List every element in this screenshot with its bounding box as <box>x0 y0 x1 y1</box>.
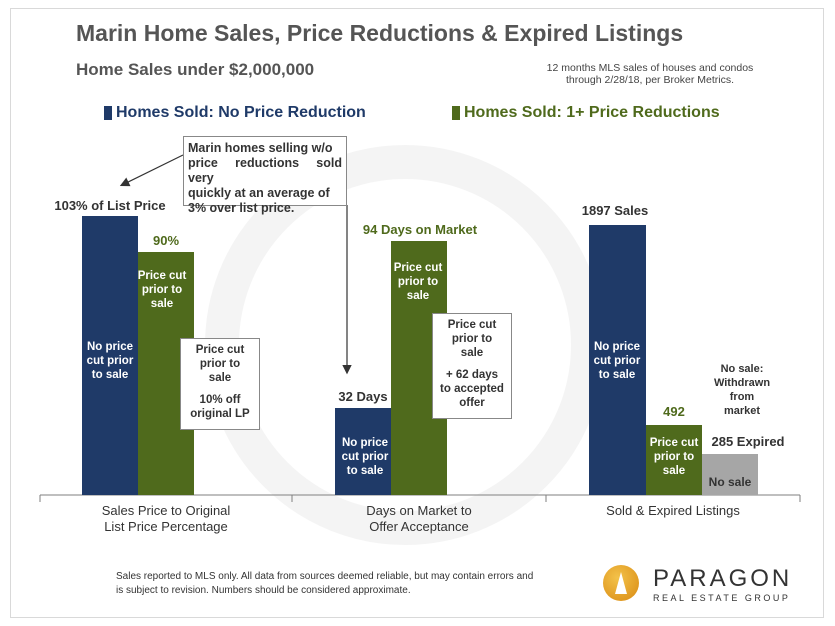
inner-g2-bar1-l1: No price <box>342 437 388 449</box>
inner-g1-bar1-l3: to sale <box>92 369 128 381</box>
inner-g3-bar1-l3: to sale <box>599 369 635 381</box>
bar-g3-price-reduction <box>646 425 702 495</box>
chart-title: Marin Home Sales, Price Reductions & Exp… <box>76 20 684 46</box>
note-g2-spacer <box>435 360 509 368</box>
inner-g2-bar2-l3: sale <box>407 290 429 302</box>
bar-g1-no-reduction <box>82 216 138 495</box>
inner-g3-bar2-l1: Price cut <box>650 437 699 449</box>
bar-g3-no-reduction <box>589 225 646 495</box>
axis-label-g2-l1: Days on Market to <box>366 503 472 518</box>
expired-note-l2: Withdrawn <box>714 377 770 389</box>
note-g1-l5: 10% off <box>199 394 241 406</box>
inner-g3-bar2-l3: sale <box>663 465 685 477</box>
source-line-1: 12 months MLS sales of houses and condos <box>546 62 754 74</box>
note-g2-l5: + 62 days <box>445 369 499 381</box>
value-label-g2-bar2: 94 Days on Market <box>363 222 478 237</box>
legend-label-price-reduction: Homes Sold: 1+ Price Reductions <box>464 104 720 121</box>
inner-g2-bar2-l2: prior to <box>398 276 438 288</box>
value-label-g3-bar2: 492 <box>663 404 685 419</box>
axis-label-g3-l1: Sold & Expired Listings <box>606 503 740 518</box>
legend-label-no-reduction: Homes Sold: No Price Reduction <box>116 104 366 121</box>
callout-box: Marin homes selling w/o price reductions… <box>183 136 347 215</box>
note-g1-spacer <box>183 385 257 393</box>
bar-g2-no-reduction <box>335 408 391 495</box>
value-label-g3-bar1: 1897 Sales <box>582 203 649 218</box>
inner-g1-bar2-l3: sale <box>151 298 173 310</box>
note-g1-l1: Price cut <box>195 344 245 356</box>
callout-line-2: price reductions sold very <box>188 156 342 185</box>
inner-g1-bar2-l2: prior to <box>142 284 182 296</box>
note-g2-l3: sale <box>460 347 484 359</box>
inner-g2-bar1-l2: cut prior <box>342 451 389 463</box>
legend-swatch-blue <box>104 106 112 120</box>
source-line-2: through 2/28/18, per Broker Metrics. <box>565 74 735 86</box>
chart-subtitle: Home Sales under $2,000,000 <box>76 60 315 79</box>
inner-g3-bar2-l2: prior to <box>654 451 694 463</box>
value-label-g1-bar2: 90% <box>153 233 179 248</box>
inner-g2-bar1-l3: to sale <box>347 465 383 477</box>
value-label-g3-bar3: 285 Expired <box>712 434 785 449</box>
inner-g3-bar1-l1: No price <box>594 341 640 353</box>
axis-label-g1-l1: Sales Price to Original <box>102 503 231 518</box>
inner-g1-bar2-l1: Price cut <box>138 270 187 282</box>
note-g2-l1: Price cut <box>447 319 497 331</box>
note-g2-l6: to accepted <box>440 383 504 395</box>
inner-g3-bar1-l2: cut prior <box>594 355 641 367</box>
inner-g3-bar3: No sale <box>709 475 752 489</box>
callout-line-3: quickly at an average of <box>188 186 330 200</box>
legend-no-reduction: Homes Sold: No Price Reduction <box>104 104 366 122</box>
axis-label-g2-l2: Offer Acceptance <box>369 519 469 534</box>
brand-name: PARAGON <box>653 565 793 592</box>
axis-label-g1-l2: List Price Percentage <box>104 519 228 534</box>
inner-g1-bar1-l2: cut prior <box>87 355 134 367</box>
value-label-g1-bar1: 103% of List Price <box>54 198 165 213</box>
paragon-logo-mark-icon <box>615 572 627 594</box>
note-g2-l2: prior to <box>451 333 493 345</box>
legend-price-reduction: Homes Sold: 1+ Price Reductions <box>452 104 720 122</box>
source-note: 12 months MLS sales of houses and condos… <box>540 62 760 86</box>
expired-note-l4: market <box>724 405 760 417</box>
footer-disclaimer: Sales reported to MLS only. All data fro… <box>116 571 534 596</box>
inner-g1-bar1-l1: No price <box>87 341 133 353</box>
expired-note-l1: No sale: <box>721 363 764 375</box>
note-box-g2: Price cut prior to sale + 62 days to acc… <box>432 313 512 419</box>
legend-swatch-green <box>452 106 460 120</box>
note-g1-l3: sale <box>208 372 232 384</box>
note-g1-l6: original LP <box>190 408 250 420</box>
brand-subtitle: REAL ESTATE GROUP <box>653 593 791 603</box>
note-g1-l2: prior to <box>199 358 241 370</box>
expired-note-l3: from <box>730 391 755 403</box>
callout-line-1: Marin homes selling w/o <box>188 141 333 155</box>
inner-g2-bar2-l1: Price cut <box>394 262 443 274</box>
bar-g3-expired <box>702 454 758 495</box>
note-box-g1: Price cut prior to sale 10% off original… <box>180 338 260 430</box>
note-g2-l7: offer <box>459 397 485 409</box>
callout-arrow-left <box>119 154 184 187</box>
callout-line-4: 3% over list price. <box>188 201 295 215</box>
value-label-g2-bar1: 32 Days <box>338 389 387 404</box>
